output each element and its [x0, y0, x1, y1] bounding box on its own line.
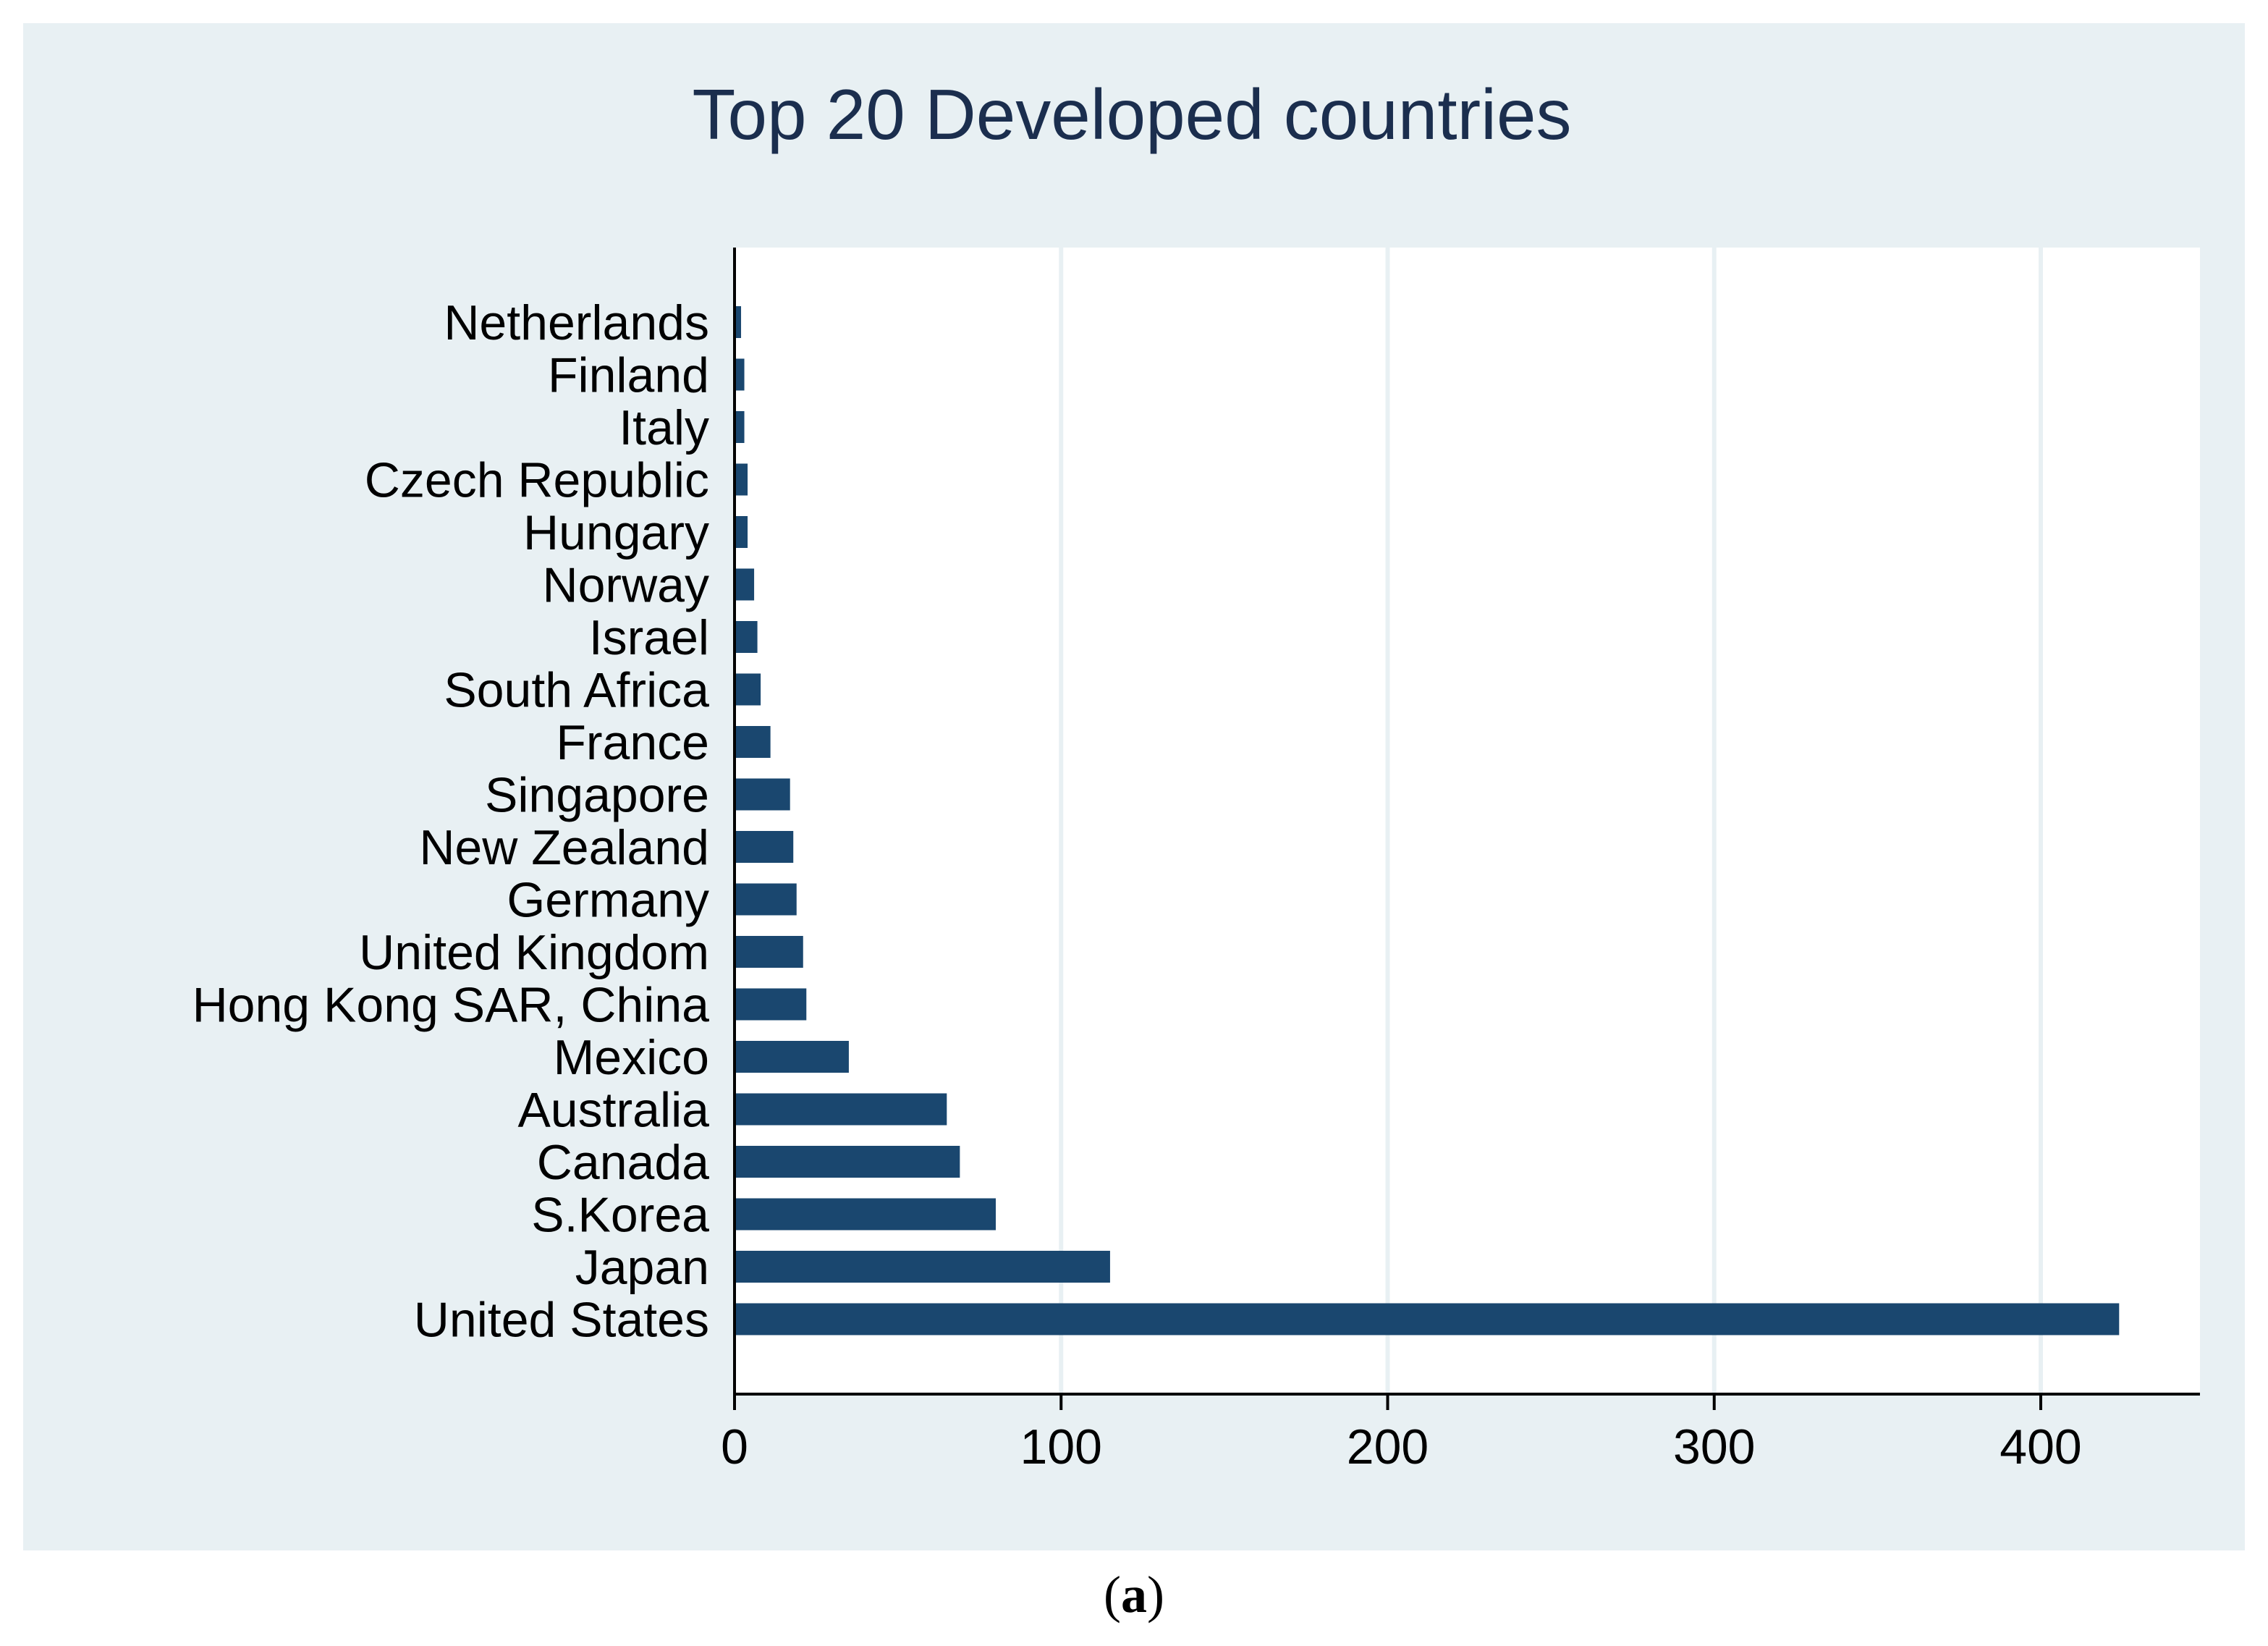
- bar: [735, 1041, 849, 1073]
- category-label: Hungary: [523, 505, 709, 560]
- category-label: Czech Republic: [365, 453, 709, 508]
- bar: [735, 1093, 947, 1126]
- category-label: Hong Kong SAR, China: [192, 978, 710, 1033]
- bar: [735, 726, 771, 758]
- bar: [735, 621, 758, 653]
- caption-letter: a: [1121, 1566, 1147, 1624]
- bar: [735, 1146, 960, 1178]
- category-label: United Kingdom: [359, 925, 709, 980]
- category-label: Singapore: [485, 768, 709, 823]
- category-label: Japan: [575, 1240, 709, 1295]
- bar: [735, 306, 742, 338]
- category-label: Netherlands: [444, 295, 709, 350]
- category-label: United States: [414, 1293, 709, 1348]
- bar: [735, 831, 794, 863]
- category-label: South Africa: [444, 663, 709, 718]
- category-label: Finland: [548, 348, 709, 403]
- x-tick-label: 200: [1347, 1419, 1429, 1474]
- caption-open-paren: (: [1104, 1566, 1121, 1624]
- bar: [735, 463, 748, 496]
- x-tick-label: 300: [1673, 1419, 1755, 1474]
- bar: [735, 1198, 996, 1231]
- bar: [735, 411, 745, 443]
- category-label: Israel: [589, 610, 709, 665]
- x-tick-label: 100: [1020, 1419, 1102, 1474]
- category-label: France: [556, 715, 709, 770]
- chart-panel: Top 20 Developed countries United States…: [23, 23, 2245, 1550]
- bar: [735, 1251, 1110, 1283]
- bar: [735, 568, 755, 601]
- bar: [735, 778, 790, 811]
- x-tick-label: 0: [721, 1419, 748, 1474]
- plot-area: United StatesJapanS.KoreaCanadaAustralia…: [192, 248, 2200, 1474]
- figure-caption: (a): [0, 1565, 2268, 1625]
- bar: [735, 1303, 2120, 1335]
- bar: [735, 673, 761, 706]
- category-label: Italy: [619, 400, 709, 455]
- x-tick-label: 400: [2000, 1419, 2081, 1474]
- bar: [735, 358, 745, 391]
- caption-close-paren: ): [1147, 1566, 1164, 1624]
- chart-title: Top 20 Developed countries: [693, 75, 1572, 154]
- bar: [735, 516, 748, 548]
- category-label: S.Korea: [531, 1188, 709, 1243]
- bar: [735, 936, 803, 968]
- bar: [735, 988, 807, 1021]
- bar-chart: Top 20 Developed countries United States…: [192, 75, 2200, 1474]
- category-label: Norway: [543, 558, 710, 613]
- category-label: Germany: [507, 873, 709, 928]
- bar: [735, 883, 797, 916]
- category-label: Canada: [537, 1135, 709, 1190]
- category-label: Australia: [517, 1083, 709, 1138]
- category-label: New Zealand: [419, 820, 709, 875]
- category-label: Mexico: [554, 1030, 709, 1085]
